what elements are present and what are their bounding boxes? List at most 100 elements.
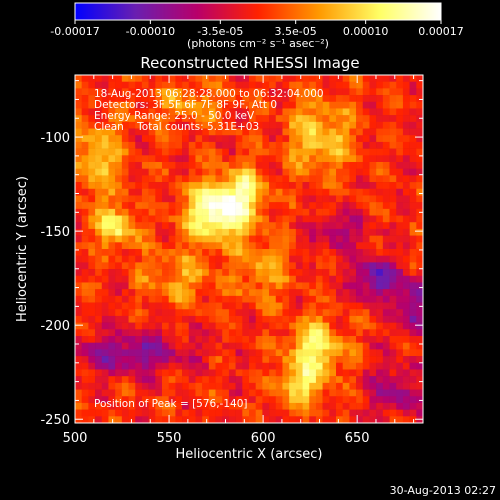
heatmap-cell xyxy=(135,242,143,250)
heatmap-cell xyxy=(416,182,424,190)
heatmap-cell xyxy=(141,416,149,424)
heatmap-cell xyxy=(222,289,230,297)
heatmap-cell xyxy=(215,121,223,129)
heatmap-cell xyxy=(235,255,243,263)
heatmap-cell xyxy=(262,362,270,370)
heatmap-cell xyxy=(75,362,82,370)
heatmap-cell xyxy=(228,202,236,210)
heatmap-cell xyxy=(309,228,317,236)
heatmap-cell xyxy=(322,208,330,216)
heatmap-cell xyxy=(175,315,183,323)
heatmap-cell xyxy=(342,168,350,176)
heatmap-cell xyxy=(402,315,410,323)
heatmap-cell xyxy=(376,108,384,116)
heatmap-cell xyxy=(81,188,89,196)
heatmap-cell xyxy=(302,235,310,243)
heatmap-cell xyxy=(101,81,109,89)
heatmap-cell xyxy=(349,202,357,210)
heatmap-cell xyxy=(255,289,263,297)
heatmap-cell xyxy=(342,402,350,410)
heatmap-cell xyxy=(155,315,163,323)
heatmap-cell xyxy=(242,135,250,143)
heatmap-cell xyxy=(108,222,116,230)
heatmap-cell xyxy=(382,148,390,156)
heatmap-cell xyxy=(101,115,109,123)
heatmap-cell xyxy=(356,168,364,176)
heatmap-cell xyxy=(336,148,343,156)
heatmap-cell xyxy=(289,295,297,303)
heatmap-cell xyxy=(148,295,156,303)
heatmap-cell xyxy=(295,121,303,129)
heatmap-cell xyxy=(202,75,210,82)
heatmap-cell xyxy=(336,255,343,263)
heatmap-cell xyxy=(195,115,203,123)
heatmap-cell xyxy=(382,409,390,417)
heatmap-cell xyxy=(389,315,397,323)
heatmap-cell xyxy=(322,342,330,350)
heatmap-cell xyxy=(309,329,317,337)
heatmap-cell xyxy=(135,175,143,183)
heatmap-cell xyxy=(362,242,370,250)
heatmap-cell xyxy=(115,115,123,123)
heatmap-cell xyxy=(302,336,310,343)
heatmap-cell xyxy=(242,155,250,163)
heatmap-cell xyxy=(121,342,129,350)
heatmap-cell xyxy=(215,75,223,82)
heatmap-cell xyxy=(289,95,297,103)
heatmap-cell xyxy=(215,168,223,176)
x-tick-label: 650 xyxy=(345,431,370,446)
heatmap-cell xyxy=(88,155,96,163)
heatmap-cell xyxy=(215,162,223,169)
x-axis-label: Heliocentric X (arcsec) xyxy=(176,447,323,462)
heatmap-cell xyxy=(235,95,243,103)
heatmap-cell xyxy=(342,128,350,136)
heatmap-cell xyxy=(402,108,410,116)
heatmap-cell xyxy=(382,349,390,357)
heatmap-cell xyxy=(396,389,404,397)
heatmap-cell xyxy=(188,222,196,230)
heatmap-cell xyxy=(315,175,323,183)
heatmap-cell xyxy=(81,121,89,129)
heatmap-cell xyxy=(342,101,350,109)
heatmap-cell xyxy=(175,376,183,384)
heatmap-cell xyxy=(315,289,323,297)
heatmap-cell xyxy=(295,269,303,277)
heatmap-cell xyxy=(88,108,96,116)
heatmap-cell xyxy=(188,275,196,283)
heatmap-cell xyxy=(409,215,417,223)
heatmap-cell xyxy=(141,135,149,143)
heatmap-cell xyxy=(148,416,156,424)
heatmap-cell xyxy=(356,356,364,364)
heatmap-cell xyxy=(262,168,270,176)
heatmap-cell xyxy=(302,289,310,297)
heatmap-cell xyxy=(182,168,190,176)
heatmap-cell xyxy=(402,409,410,417)
heatmap-cell xyxy=(141,309,149,317)
heatmap-cell xyxy=(215,389,223,397)
heatmap-cell xyxy=(282,389,290,397)
heatmap-cell xyxy=(336,182,343,190)
heatmap-cell xyxy=(336,195,343,203)
heatmap-cell xyxy=(356,202,364,210)
heatmap-cell xyxy=(362,262,370,270)
heatmap-cell xyxy=(115,349,123,357)
heatmap-cell xyxy=(362,302,370,310)
heatmap-cell xyxy=(356,295,364,303)
heatmap-cell xyxy=(282,195,290,203)
heatmap-cell xyxy=(242,322,250,330)
heatmap-cell xyxy=(262,376,270,384)
heatmap-cell xyxy=(402,115,410,123)
heatmap-cell xyxy=(88,95,96,103)
heatmap-cell xyxy=(128,396,136,404)
heatmap-cell xyxy=(382,168,390,176)
heatmap-cell xyxy=(309,141,317,149)
heatmap-cell xyxy=(202,269,210,277)
heatmap-cell xyxy=(262,101,270,109)
heatmap-cell xyxy=(249,322,256,330)
heatmap-cell xyxy=(275,382,283,390)
heatmap-cell xyxy=(81,215,89,223)
heatmap-cell xyxy=(141,148,149,156)
heatmap-cell xyxy=(168,135,176,143)
heatmap-cell xyxy=(101,249,109,256)
heatmap-cell xyxy=(215,108,223,116)
